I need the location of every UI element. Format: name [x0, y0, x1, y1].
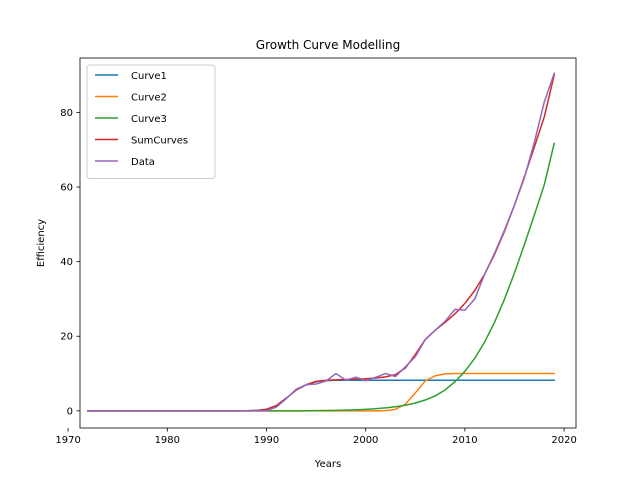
y-tick-label: 20: [60, 332, 73, 343]
y-tick-label: 0: [67, 406, 73, 417]
x-tick-label: 2000: [353, 435, 378, 446]
legend-box: [86, 64, 216, 179]
y-tick-label: 80: [60, 108, 73, 119]
legend-label-curve3: Curve3: [131, 114, 167, 125]
series-line-data: [87, 72, 556, 412]
x-tick-label: 2010: [452, 435, 477, 446]
x-tick-label: 1970: [55, 435, 80, 446]
chart-title: Growth Curve Modelling: [256, 38, 400, 52]
legend: Curve1 Curve2 Curve3 SumCurves Data: [86, 64, 216, 179]
y-tick-label: 60: [60, 183, 73, 194]
x-tick-label: 1990: [254, 435, 279, 446]
legend-label-curve2: Curve2: [131, 93, 167, 104]
y-axis-label: Efficiency: [36, 219, 47, 267]
x-tick-label: 2020: [551, 435, 576, 446]
x-tick-label: 1980: [155, 435, 180, 446]
y-tick-label: 40: [60, 257, 73, 268]
series-lines: [87, 72, 556, 412]
x-axis-label: Years: [314, 459, 341, 470]
legend-label-curve1: Curve1: [131, 71, 167, 82]
legend-label-data: Data: [131, 157, 155, 168]
axes-frame: [79, 57, 577, 429]
legend-label-sumcurves: SumCurves: [131, 136, 188, 147]
axes: 1970 1980 1990 2000 2010 2020 0 20 40 60 80: [55, 57, 577, 446]
